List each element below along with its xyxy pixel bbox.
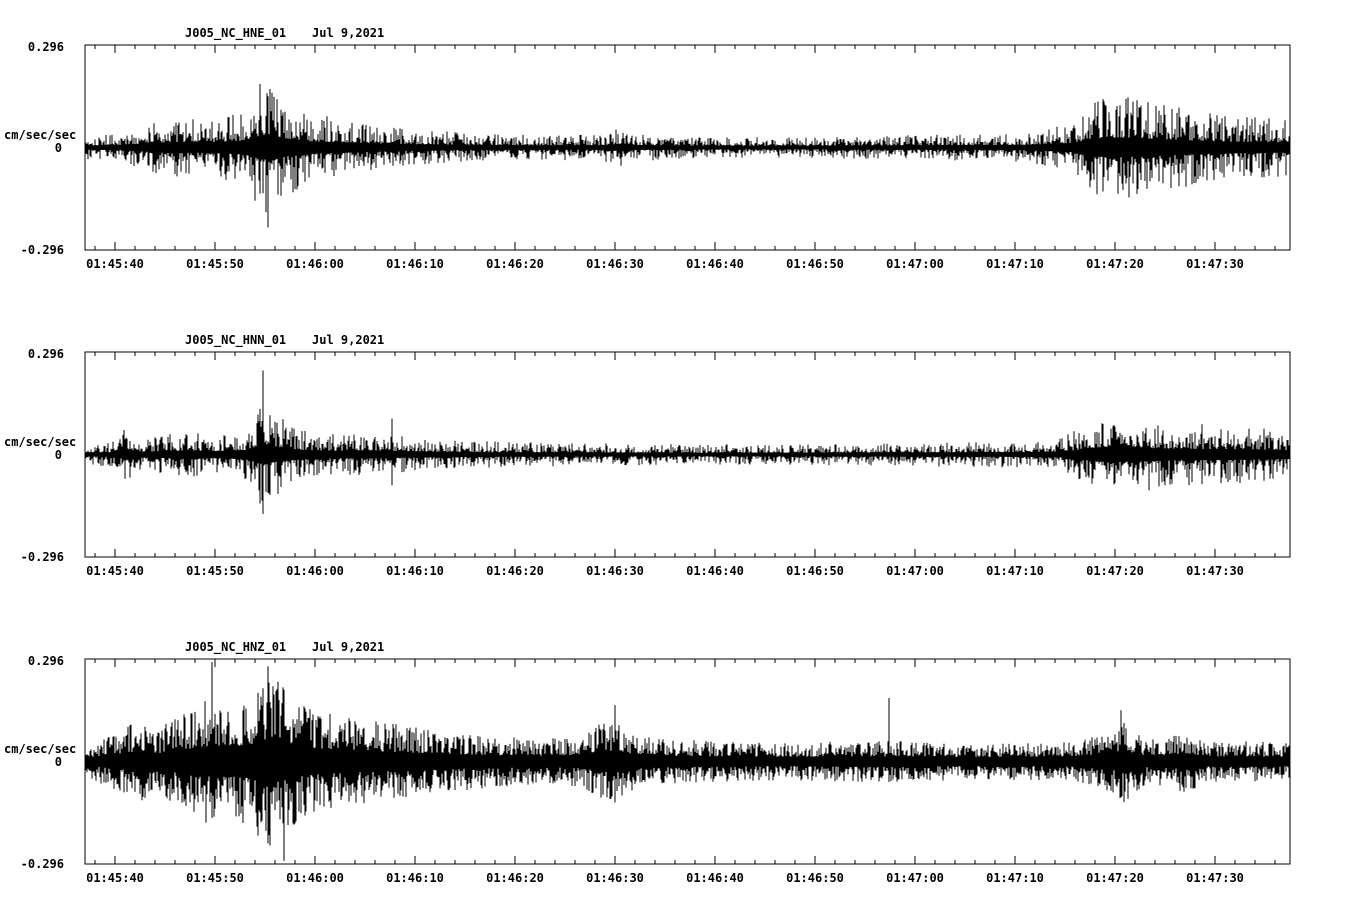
x-tick-label: 01:46:30 xyxy=(586,564,644,578)
x-tick-label: 01:46:50 xyxy=(786,564,844,578)
y-axis-unit-label: cm/sec/sec xyxy=(4,742,76,756)
waveform-trace xyxy=(84,84,1291,228)
x-tick-label: 01:46:10 xyxy=(386,257,444,271)
x-tick-label: 01:46:00 xyxy=(286,257,344,271)
y-min-label: -0.296 xyxy=(21,857,64,871)
plot-axes xyxy=(84,44,1291,251)
x-tick-label: 01:47:30 xyxy=(1186,257,1244,271)
seismogram-panel-hnz: J005_NC_HNZ_01 Jul 9,2021 0.296 cm/sec/s… xyxy=(0,614,1358,921)
x-tick-label: 01:46:20 xyxy=(486,871,544,885)
plot-axes xyxy=(84,658,1291,865)
panel-date: Jul 9,2021 xyxy=(312,333,384,347)
x-tick-label: 01:46:40 xyxy=(686,564,744,578)
x-tick-label: 01:45:40 xyxy=(86,871,144,885)
seismogram-panel-hnn: J005_NC_HNN_01 Jul 9,2021 0.296 cm/sec/s… xyxy=(0,307,1358,614)
x-tick-label: 01:45:50 xyxy=(186,564,244,578)
x-tick-label: 01:46:10 xyxy=(386,871,444,885)
panel-title: J005_NC_HNZ_01 xyxy=(185,640,286,655)
x-tick-label: 01:46:50 xyxy=(786,871,844,885)
y-axis-unit-label: cm/sec/sec xyxy=(4,128,76,142)
waveform-plot-hne: J005_NC_HNE_01 Jul 9,2021 0.296 cm/sec/s… xyxy=(4,26,1291,271)
x-tick-label: 01:46:10 xyxy=(386,564,444,578)
waveform-trace xyxy=(84,662,1291,861)
waveform-plot-hnn: J005_NC_HNN_01 Jul 9,2021 0.296 cm/sec/s… xyxy=(4,333,1291,578)
x-tick-label: 01:47:00 xyxy=(886,564,944,578)
x-tick-label: 01:46:00 xyxy=(286,564,344,578)
x-tick-label: 01:46:40 xyxy=(686,257,744,271)
x-tick-label: 01:46:30 xyxy=(586,257,644,271)
x-tick-label: 01:47:20 xyxy=(1086,257,1144,271)
panel-date: Jul 9,2021 xyxy=(312,26,384,40)
y-axis-unit-label: cm/sec/sec xyxy=(4,435,76,449)
x-tick-label: 01:47:10 xyxy=(986,257,1044,271)
panel-title: J005_NC_HNN_01 xyxy=(185,333,286,348)
y-zero-label: 0 xyxy=(55,141,62,155)
x-tick-label: 01:47:10 xyxy=(986,871,1044,885)
x-tick-label: 01:46:50 xyxy=(786,257,844,271)
panel-date: Jul 9,2021 xyxy=(312,640,384,654)
x-tick-label: 01:45:50 xyxy=(186,871,244,885)
x-tick-label: 01:47:00 xyxy=(886,257,944,271)
seismogram-panel-hne: J005_NC_HNE_01 Jul 9,2021 0.296 cm/sec/s… xyxy=(0,0,1358,307)
x-tick-label: 01:47:30 xyxy=(1186,871,1244,885)
x-tick-labels: 01:45:40 01:45:50 01:46:00 01:46:10 01:46:20… xyxy=(86,871,1244,885)
waveform-trace xyxy=(84,370,1291,514)
plot-frame xyxy=(84,44,1291,251)
x-tick-label: 01:46:40 xyxy=(686,871,744,885)
x-tick-label: 01:46:20 xyxy=(486,257,544,271)
y-max-label: 0.296 xyxy=(28,347,64,361)
x-tick-label: 01:46:20 xyxy=(486,564,544,578)
y-min-label: -0.296 xyxy=(21,550,64,564)
y-min-label: -0.296 xyxy=(21,243,64,257)
plot-frame xyxy=(84,351,1291,558)
plot-axes xyxy=(84,351,1291,558)
y-max-label: 0.296 xyxy=(28,654,64,668)
x-tick-label: 01:45:40 xyxy=(86,257,144,271)
panel-title: J005_NC_HNE_01 xyxy=(185,26,286,41)
x-tick-label: 01:47:00 xyxy=(886,871,944,885)
x-tick-label: 01:45:50 xyxy=(186,257,244,271)
waveform-plot-hnz: J005_NC_HNZ_01 Jul 9,2021 0.296 cm/sec/s… xyxy=(4,640,1291,885)
x-tick-labels: 01:45:40 01:45:50 01:46:00 01:46:10 01:46:20… xyxy=(86,257,1244,271)
x-tick-label: 01:47:20 xyxy=(1086,564,1144,578)
x-tick-label: 01:47:20 xyxy=(1086,871,1144,885)
x-tick-label: 01:45:40 xyxy=(86,564,144,578)
y-max-label: 0.296 xyxy=(28,40,64,54)
x-tick-label: 01:47:10 xyxy=(986,564,1044,578)
x-tick-label: 01:46:00 xyxy=(286,871,344,885)
y-zero-label: 0 xyxy=(55,448,62,462)
x-tick-labels: 01:45:40 01:45:50 01:46:00 01:46:10 01:46:20… xyxy=(86,564,1244,578)
y-zero-label: 0 xyxy=(55,755,62,769)
plot-frame xyxy=(84,658,1291,865)
x-tick-label: 01:46:30 xyxy=(586,871,644,885)
x-tick-label: 01:47:30 xyxy=(1186,564,1244,578)
